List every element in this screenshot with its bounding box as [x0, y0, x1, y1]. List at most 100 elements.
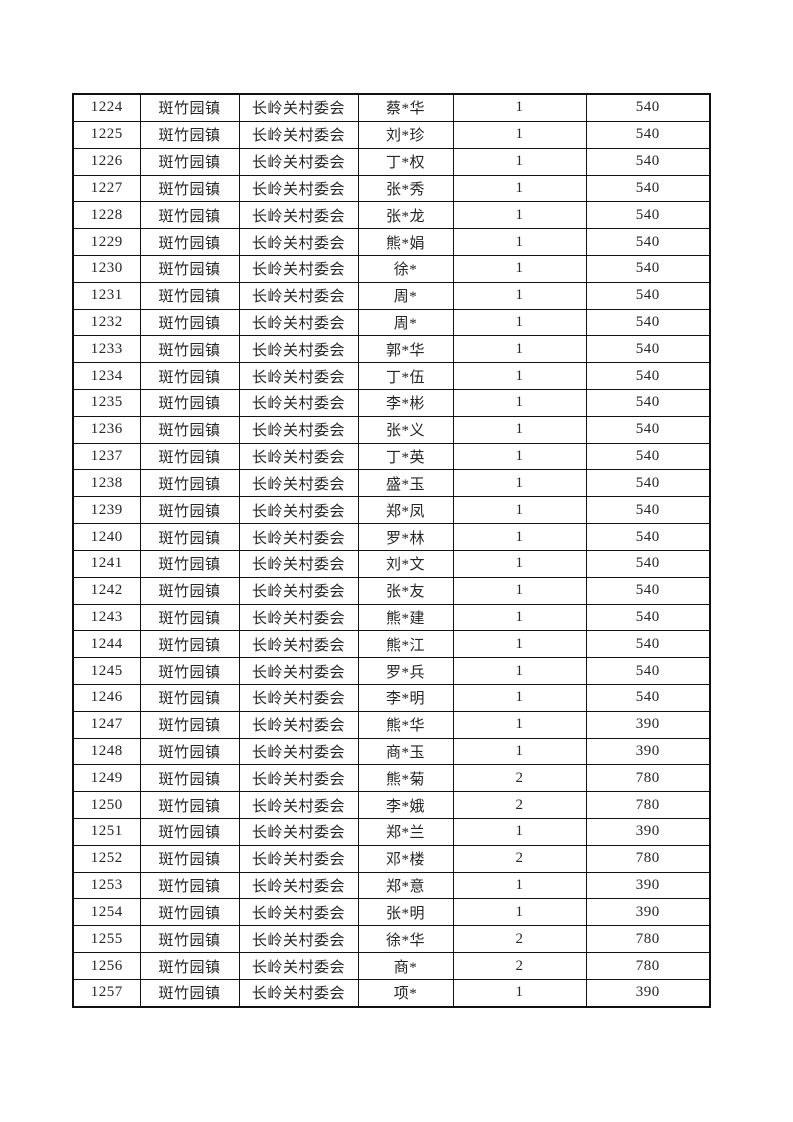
table-row: 1226 斑竹园镇 长岭关村委会 丁*权 1 540	[72, 147, 711, 176]
table-row: 1250 斑竹园镇 长岭关村委会 李*娥 2 780	[72, 791, 711, 820]
cell-amount: 540	[585, 415, 711, 444]
cell-town: 斑竹园镇	[139, 603, 240, 632]
cell-count: 1	[452, 818, 587, 846]
table-row: 1229 斑竹园镇 长岭关村委会 熊*娟 1 540	[72, 228, 711, 256]
table-row: 1233 斑竹园镇 长岭关村委会 郭*华 1 540	[72, 335, 711, 364]
table-row: 1240 斑竹园镇 长岭关村委会 罗*林 1 540	[72, 523, 711, 551]
cell-village: 长岭关村委会	[238, 254, 359, 283]
table-row: 1242 斑竹园镇 长岭关村委会 张*友 1 540	[72, 576, 711, 605]
cell-index: 1224	[72, 93, 141, 122]
cell-town: 斑竹园镇	[139, 442, 240, 471]
cell-count: 1	[452, 415, 587, 444]
table-row: 1254 斑竹园镇 长岭关村委会 张*明 1 390	[72, 898, 711, 927]
cell-index: 1252	[72, 844, 141, 873]
cell-count: 1	[452, 120, 587, 149]
cell-index: 1231	[72, 281, 141, 310]
cell-village: 长岭关村委会	[238, 415, 359, 444]
cell-village: 长岭关村委会	[238, 844, 359, 873]
table-row: 1231 斑竹园镇 长岭关村委会 周* 1 540	[72, 281, 711, 310]
cell-count: 2	[452, 844, 587, 873]
cell-amount: 780	[585, 764, 711, 793]
table-row: 1253 斑竹园镇 长岭关村委会 郑*意 1 390	[72, 871, 711, 900]
cell-name: 熊*建	[357, 603, 454, 632]
cell-village: 长岭关村委会	[238, 281, 359, 310]
cell-count: 1	[452, 147, 587, 176]
cell-count: 1	[452, 523, 587, 551]
cell-index: 1230	[72, 254, 141, 283]
table-row: 1244 斑竹园镇 长岭关村委会 熊*江 1 540	[72, 630, 711, 659]
cell-name: 李*明	[357, 683, 454, 712]
cell-index: 1245	[72, 657, 141, 685]
table-row: 1236 斑竹园镇 长岭关村委会 张*义 1 540	[72, 415, 711, 444]
cell-town: 斑竹园镇	[139, 228, 240, 256]
cell-village: 长岭关村委会	[238, 871, 359, 900]
cell-village: 长岭关村委会	[238, 764, 359, 793]
cell-index: 1236	[72, 415, 141, 444]
table-row: 1228 斑竹园镇 长岭关村委会 张*龙 1 540	[72, 201, 711, 230]
cell-town: 斑竹园镇	[139, 523, 240, 551]
cell-index: 1255	[72, 925, 141, 954]
cell-amount: 540	[585, 228, 711, 256]
table-row: 1230 斑竹园镇 长岭关村委会 徐* 1 540	[72, 254, 711, 283]
cell-village: 长岭关村委会	[238, 308, 359, 337]
cell-amount: 390	[585, 818, 711, 846]
cell-name: 熊*娟	[357, 228, 454, 256]
cell-index: 1237	[72, 442, 141, 471]
cell-count: 1	[452, 898, 587, 927]
cell-town: 斑竹园镇	[139, 871, 240, 900]
cell-index: 1226	[72, 147, 141, 176]
cell-village: 长岭关村委会	[238, 147, 359, 176]
cell-count: 1	[452, 93, 587, 122]
cell-index: 1241	[72, 549, 141, 578]
cell-town: 斑竹园镇	[139, 549, 240, 578]
cell-amount: 540	[585, 201, 711, 230]
cell-town: 斑竹园镇	[139, 683, 240, 712]
cell-name: 张*友	[357, 576, 454, 605]
cell-amount: 390	[585, 737, 711, 766]
cell-amount: 540	[585, 389, 711, 417]
cell-town: 斑竹园镇	[139, 737, 240, 766]
cell-index: 1249	[72, 764, 141, 793]
table-row: 1235 斑竹园镇 长岭关村委会 李*彬 1 540	[72, 389, 711, 417]
cell-town: 斑竹园镇	[139, 952, 240, 980]
cell-name: 张*龙	[357, 201, 454, 230]
cell-village: 长岭关村委会	[238, 952, 359, 980]
table-row: 1247 斑竹园镇 长岭关村委会 熊*华 1 390	[72, 710, 711, 739]
cell-amount: 540	[585, 442, 711, 471]
cell-amount: 540	[585, 523, 711, 551]
cell-town: 斑竹园镇	[139, 764, 240, 793]
cell-count: 1	[452, 871, 587, 900]
table-row: 1246 斑竹园镇 长岭关村委会 李*明 1 540	[72, 683, 711, 712]
cell-index: 1251	[72, 818, 141, 846]
cell-index: 1248	[72, 737, 141, 766]
cell-name: 徐*华	[357, 925, 454, 954]
cell-town: 斑竹园镇	[139, 281, 240, 310]
cell-index: 1242	[72, 576, 141, 605]
cell-count: 1	[452, 496, 587, 525]
cell-village: 长岭关村委会	[238, 603, 359, 632]
cell-name: 丁*英	[357, 442, 454, 471]
cell-village: 长岭关村委会	[238, 228, 359, 256]
cell-count: 1	[452, 683, 587, 712]
table-row: 1224 斑竹园镇 长岭关村委会 蔡*华 1 540	[72, 93, 711, 122]
cell-count: 1	[452, 710, 587, 739]
cell-amount: 540	[585, 174, 711, 203]
records-table: 1224 斑竹园镇 长岭关村委会 蔡*华 1 540 1225 斑竹园镇 长岭关村委会 刘*珍 1 5…	[72, 93, 711, 1008]
cell-index: 1227	[72, 174, 141, 203]
cell-town: 斑竹园镇	[139, 147, 240, 176]
cell-index: 1246	[72, 683, 141, 712]
cell-town: 斑竹园镇	[139, 389, 240, 417]
cell-name: 郑*意	[357, 871, 454, 900]
cell-amount: 780	[585, 791, 711, 820]
cell-count: 1	[452, 174, 587, 203]
cell-village: 长岭关村委会	[238, 335, 359, 364]
cell-index: 1232	[72, 308, 141, 337]
cell-count: 1	[452, 362, 587, 391]
cell-town: 斑竹园镇	[139, 576, 240, 605]
cell-amount: 390	[585, 898, 711, 927]
cell-town: 斑竹园镇	[139, 335, 240, 364]
cell-name: 罗*林	[357, 523, 454, 551]
cell-count: 1	[452, 978, 587, 1008]
cell-village: 长岭关村委会	[238, 201, 359, 230]
cell-town: 斑竹园镇	[139, 898, 240, 927]
